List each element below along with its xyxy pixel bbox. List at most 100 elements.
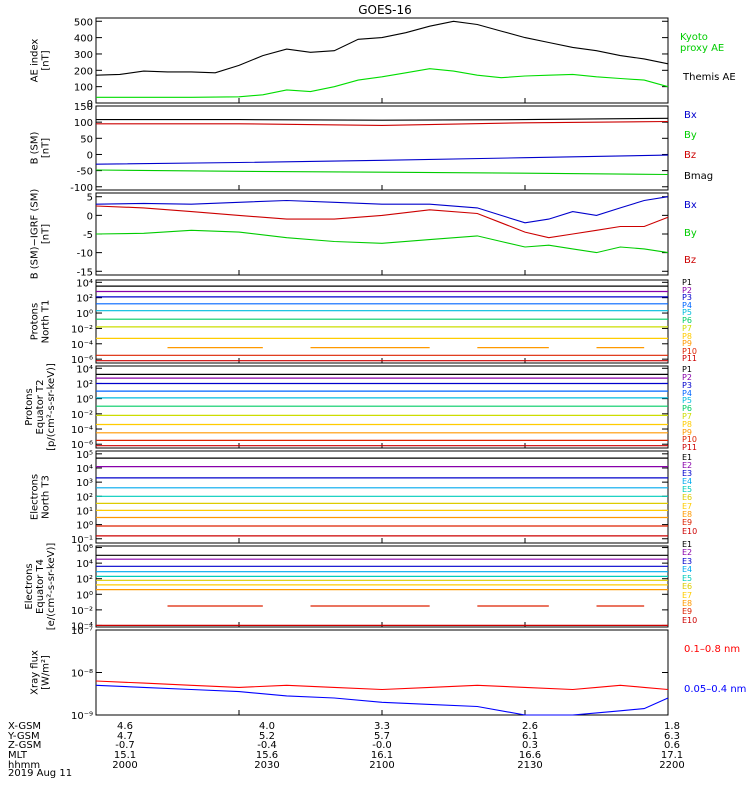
series-line [95,205,669,239]
y-tick-label: 10⁻⁶ [71,440,93,451]
series-line [95,680,669,691]
y-tick-label: 10⁻⁹ [71,711,93,722]
y-axis-label-line: Equator T2 [35,380,46,435]
y-axis-label: B (SM)−IGRF (SM)[nT] [30,189,52,280]
y-tick-label: 10⁻⁴ [71,425,93,436]
legend-label: P5 [682,308,692,317]
legend-label: Bmag [684,171,713,182]
y-axis-label-line: B (SM)−IGRF (SM) [30,189,41,280]
legend-label: P1 [682,278,692,287]
legend-label: E9 [682,518,692,527]
legend-label: P4 [682,301,692,310]
y-tick-label: 10⁴ [76,559,93,570]
series-line [96,120,669,126]
orbit-value: 4.0 [259,721,275,732]
series-line [95,684,669,716]
y-tick-label: -10 [77,249,93,260]
legend-label: Bx [684,110,697,121]
y-tick-label: 50 [80,134,93,145]
y-axis-label-line: [nT] [41,224,52,244]
legend-label: P1 [682,365,692,374]
panel-pn: 10⁻⁶ 10⁻⁴ 10⁻² 10⁰ 10² 10⁴ ProtonsNorth T1 P1P2… [30,278,698,366]
legend-label: Kyoto [680,32,708,43]
y-tick-label: 100 [74,83,93,94]
legend-label: E4 [682,477,692,486]
panel-xray: 10⁻⁹ 10⁻⁸ 10⁻⁷ Xray flux[W/m²] 0.1–0.8 nm 0.0… [30,626,747,722]
series-line [96,68,669,98]
legend-label: P5 [682,396,692,405]
series-line [96,117,669,121]
legend-label: E6 [682,493,692,502]
legend-label: P7 [682,412,692,421]
panel-ee: 10⁻⁴ 10⁻² 10⁰ 10² 10⁴ 10⁶ ElectronsEquator T4[… [24,540,697,632]
panel-frame [95,17,669,104]
y-axis-label-line: [nT] [41,50,52,70]
legend-label: E9 [682,607,692,616]
orbit-value: 2100 [369,760,394,771]
y-tick-label: 10⁰ [76,309,93,320]
y-axis-label: B (SM)[nT] [30,131,52,164]
legend-label: Bz [684,255,696,266]
orbit-value: 4.6 [117,721,133,732]
legend-label: E2 [682,461,692,470]
orbit-value: 0.6 [664,740,680,751]
y-tick-label: 100 [74,118,93,129]
orbit-value: 6.3 [664,731,680,742]
legend-label: P10 [682,347,697,356]
orbit-value: 3.3 [374,721,390,732]
y-tick-label: 500 [74,17,93,28]
orbit-row-label: Z-GSM [8,740,41,751]
y-axis-label-line: [p/(cm²-s-sr-keV)] [46,363,57,451]
date-label: 2019 Aug 11 [8,768,72,779]
y-tick-label: 10² [76,492,93,503]
y-tick-label: 10⁵ [76,450,93,461]
y-axis-label: Xray flux[W/m²] [30,650,52,695]
orbit-value: 2030 [254,760,279,771]
legend-label: E5 [682,485,692,494]
y-axis-label-line: [W/m²] [41,655,52,690]
y-tick-label: 10³ [76,478,93,489]
y-tick-label: 10⁻⁶ [71,355,93,366]
y-tick-label: 10⁰ [76,590,93,601]
series-line [95,229,669,254]
legend-label: By [684,228,697,239]
y-tick-label: 10⁻⁷ [71,626,93,637]
series-line [95,154,669,165]
panel-bigrf: -15 -10 -5 0 5 B (SM)−IGRF (SM)[nT] Bx By Bz [30,189,697,280]
series-line [95,196,669,224]
legend-label: Bx [684,200,697,211]
legend-label: P9 [682,428,692,437]
y-axis-label-line: Equator T4 [35,559,46,614]
legend-label: E10 [682,616,697,625]
legend-label: P6 [682,404,692,413]
orbit-value: -0.0 [372,740,392,751]
y-axis-label: ElectronsNorth T3 [30,474,52,520]
legend-label: E3 [682,469,692,478]
orbit-value: 5.2 [259,731,275,742]
y-axis-label-line: [e/(cm²-s-sr-keV)] [46,543,57,631]
orbit-value: 2130 [517,760,542,771]
y-axis-label-line: [nT] [41,138,52,158]
y-tick-label: 10⁻¹ [71,535,93,546]
orbit-value: 15.1 [114,750,136,761]
legend-label: P6 [682,316,692,325]
legend-label: proxy AE [680,43,724,54]
legend-label: Themis AE [682,72,736,83]
y-tick-label: 10⁴ [76,278,93,289]
legend-label: Bz [684,150,696,161]
y-tick-label: 5 [87,193,93,204]
y-tick-label: 10⁻² [71,606,93,617]
legend-label: E7 [682,591,692,600]
legend-label: P7 [682,324,692,333]
y-tick-label: 10⁻⁸ [71,669,93,680]
orbit-value: 5.7 [374,731,390,742]
series-line [95,20,669,76]
y-tick-label: 10² [76,379,93,390]
legend-label: E3 [682,557,692,566]
legend-label: E10 [682,527,697,536]
y-tick-label: -50 [77,167,93,178]
